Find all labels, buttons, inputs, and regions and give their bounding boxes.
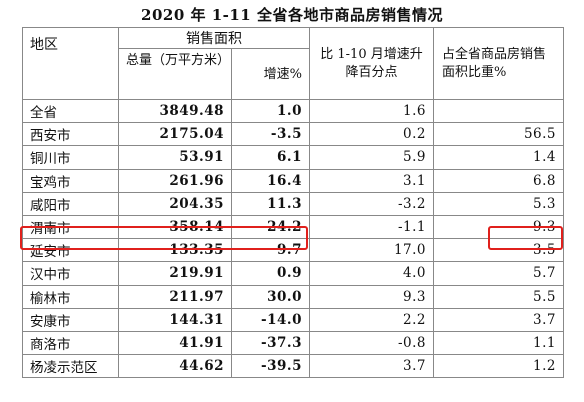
header-share: 占全省商品房销售面积比重%: [433, 27, 564, 100]
region-cell: 全省: [22, 98, 119, 124]
page-title: 2020 年 1-11 全省各地市商品房销售情况: [141, 6, 443, 24]
total-cell: 358.14: [118, 214, 232, 240]
share-cell: 9.3: [433, 214, 564, 240]
change-cell: 1.6: [309, 98, 434, 124]
table-row: 全省 3849.48 1.0 1.6: [22, 98, 564, 124]
table-row: 安康市 144.31 -14.0 2.2 3.7: [22, 307, 564, 332]
share-cell: 6.8: [433, 168, 564, 193]
region-cell: 咸阳市: [22, 191, 119, 216]
header-sales-area: 销售面积: [118, 27, 310, 49]
table-row: 西安市 2175.04 -3.5 0.2 56.5: [22, 122, 564, 147]
share-cell: [433, 98, 564, 124]
table-row: 咸阳市 204.35 11.3 -3.2 5.3: [22, 191, 564, 216]
share-cell: 3.5: [433, 238, 564, 263]
total-cell: 204.35: [118, 191, 232, 216]
table-row: 宝鸡市 261.96 16.4 3.1 6.8: [22, 168, 564, 193]
share-cell: 56.5: [433, 122, 564, 147]
region-cell: 杨凌示范区: [22, 354, 119, 379]
growth-cell: -37.3: [231, 330, 310, 356]
growth-cell: 1.0: [231, 98, 310, 124]
header-total: 总量（万平方米）: [118, 48, 232, 100]
growth-cell: 0.9: [231, 261, 310, 286]
growth-cell: 30.0: [231, 284, 310, 309]
total-cell: 219.91: [118, 261, 232, 286]
region-cell: 商洛市: [22, 330, 119, 356]
change-cell: 17.0: [309, 238, 434, 263]
region-cell: 汉中市: [22, 261, 119, 286]
share-cell: 1.2: [433, 354, 564, 379]
change-cell: 0.2: [309, 122, 434, 147]
growth-cell: -39.5: [231, 354, 310, 379]
region-cell: 宝鸡市: [22, 168, 119, 193]
share-cell: 1.1: [433, 330, 564, 356]
change-cell: 5.9: [309, 145, 434, 170]
region-cell: 渭南市: [22, 214, 119, 240]
table-row: 延安市 133.35 9.7 17.0 3.5: [22, 238, 564, 263]
region-cell: 榆林市: [22, 284, 119, 309]
total-cell: 2175.04: [118, 122, 232, 147]
change-cell: -1.1: [309, 214, 434, 240]
total-cell: 211.97: [118, 284, 232, 309]
change-cell: 9.3: [309, 284, 434, 309]
change-cell: 3.7: [309, 354, 434, 379]
change-cell: 4.0: [309, 261, 434, 286]
total-cell: 44.62: [118, 354, 232, 379]
total-cell: 41.91: [118, 330, 232, 356]
share-cell: 5.7: [433, 261, 564, 286]
total-cell: 261.96: [118, 168, 232, 193]
total-cell: 53.91: [118, 145, 232, 170]
change-cell: -0.8: [309, 330, 434, 356]
change-cell: -3.2: [309, 191, 434, 216]
share-cell: 3.7: [433, 307, 564, 332]
growth-cell: -14.0: [231, 307, 310, 332]
table-row: 榆林市 211.97 30.0 9.3 5.5: [22, 284, 564, 309]
growth-cell: -3.5: [231, 122, 310, 147]
region-cell: 西安市: [22, 122, 119, 147]
growth-cell: 16.4: [231, 168, 310, 193]
total-cell: 3849.48: [118, 98, 232, 124]
region-cell: 安康市: [22, 307, 119, 332]
header-growth: 增速%: [231, 48, 310, 100]
growth-cell: 6.1: [231, 145, 310, 170]
growth-cell: 24.2: [231, 214, 310, 240]
share-cell: 1.4: [433, 145, 564, 170]
table-row: 铜川市 53.91 6.1 5.9 1.4: [22, 145, 564, 170]
header-region: 地区: [22, 27, 119, 100]
sales-table: 地区 销售面积 比 1-10 月增速升降百分点 占全省商品房销售面积比重% 总量…: [22, 27, 564, 379]
table-row: 商洛市 41.91 -37.3 -0.8 1.1: [22, 330, 564, 356]
share-cell: 5.3: [433, 191, 564, 216]
growth-cell: 9.7: [231, 238, 310, 263]
region-cell: 延安市: [22, 238, 119, 263]
table-row: 杨凌示范区 44.62 -39.5 3.7 1.2: [22, 354, 564, 379]
change-cell: 3.1: [309, 168, 434, 193]
table-row: 汉中市 219.91 0.9 4.0 5.7: [22, 261, 564, 286]
region-cell: 铜川市: [22, 145, 119, 170]
table-row: 渭南市 358.14 24.2 -1.1 9.3: [22, 214, 564, 240]
total-cell: 144.31: [118, 307, 232, 332]
growth-cell: 11.3: [231, 191, 310, 216]
share-cell: 5.5: [433, 284, 564, 309]
total-cell: 133.35: [118, 238, 232, 263]
header-change: 比 1-10 月增速升降百分点: [309, 27, 434, 100]
change-cell: 2.2: [309, 307, 434, 332]
